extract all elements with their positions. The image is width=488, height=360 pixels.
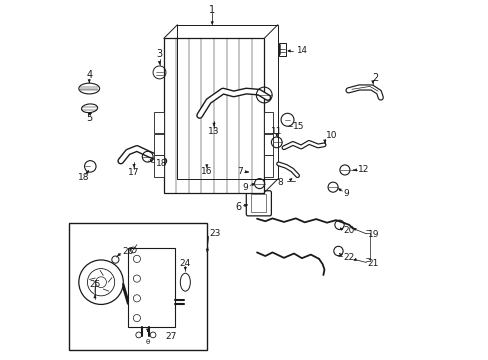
Text: 19: 19	[367, 230, 378, 239]
Bar	[163, 39, 264, 193]
Bar	[264, 112, 273, 134]
Text: 22: 22	[343, 253, 354, 262]
Bar	[69, 223, 206, 350]
Text: 20: 20	[343, 226, 354, 235]
Ellipse shape	[79, 83, 100, 94]
Text: 21: 21	[367, 259, 378, 268]
Ellipse shape	[202, 153, 211, 167]
Text: 2: 2	[371, 73, 378, 83]
Text: 25: 25	[89, 280, 101, 289]
Text: 9: 9	[242, 183, 247, 192]
Ellipse shape	[180, 273, 190, 291]
Text: 11: 11	[270, 127, 282, 136]
Text: 23: 23	[209, 229, 221, 238]
Text: 8: 8	[277, 178, 283, 187]
Text: 14: 14	[296, 46, 307, 55]
Bar	[153, 134, 163, 155]
FancyBboxPatch shape	[246, 191, 271, 216]
Bar	[153, 155, 163, 177]
Text: 1: 1	[209, 5, 215, 15]
Text: 7: 7	[237, 167, 243, 176]
Text: 5: 5	[86, 113, 93, 123]
Bar	[278, 42, 286, 56]
Text: 18: 18	[155, 159, 167, 168]
Text: 3: 3	[156, 49, 162, 59]
Text: 9: 9	[343, 189, 349, 198]
Text: 6: 6	[235, 202, 241, 212]
Bar	[252, 188, 264, 193]
Text: 13: 13	[208, 127, 219, 136]
Text: θ: θ	[145, 339, 149, 345]
Bar	[128, 248, 174, 327]
Bar	[264, 155, 273, 177]
Bar	[264, 134, 273, 155]
Bar	[250, 194, 265, 212]
Ellipse shape	[81, 104, 98, 113]
Text: 27: 27	[165, 332, 176, 341]
Text: 15: 15	[292, 122, 304, 131]
Bar	[153, 112, 163, 134]
Text: 4: 4	[86, 70, 92, 80]
Text: 18: 18	[78, 173, 89, 182]
Text: 10: 10	[325, 131, 337, 140]
FancyBboxPatch shape	[248, 167, 258, 176]
Text: 24: 24	[179, 259, 190, 268]
Text: 12: 12	[357, 166, 369, 175]
Text: 16: 16	[201, 167, 212, 176]
Text: 26: 26	[122, 247, 134, 256]
Text: 17: 17	[128, 168, 140, 177]
